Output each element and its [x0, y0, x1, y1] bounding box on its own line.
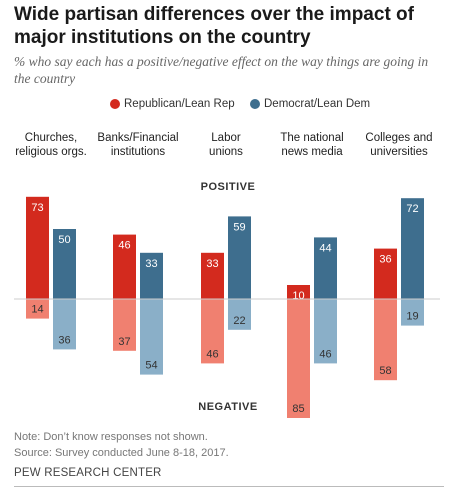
chart-title: Wide partisan differences over the impac… [14, 4, 414, 48]
legend-label-democrat: Democrat/Lean Dem [264, 98, 371, 110]
category-label: universities [370, 146, 428, 158]
bar-democrat-negative [140, 299, 163, 375]
data-label-democrat-negative: 19 [406, 311, 418, 323]
bar-republican-negative [287, 299, 310, 418]
data-label-republican-negative: 46 [206, 348, 218, 360]
chart-note: Note: Don’t know responses not shown. [14, 431, 208, 443]
bar-republican-positive [26, 196, 49, 299]
bar-democrat-negative [314, 299, 337, 364]
legend-swatch-democrat [250, 99, 260, 109]
category-label: Churches, [25, 132, 77, 144]
category-label: The national [280, 132, 343, 144]
data-label-republican-positive: 36 [379, 254, 391, 266]
data-label-republican-positive: 46 [118, 240, 130, 252]
bar-democrat-positive [140, 252, 163, 299]
data-label-republican-positive: 73 [31, 202, 43, 214]
legend-item-republican: Republican/Lean Rep [110, 98, 235, 110]
data-label-democrat-positive: 50 [58, 234, 70, 246]
legend-swatch-republican [110, 99, 120, 109]
data-label-democrat-positive: 44 [319, 242, 331, 254]
bar-republican-positive [113, 234, 136, 299]
data-label-democrat-positive: 72 [406, 203, 418, 215]
category-label: Banks/Financial [97, 132, 178, 144]
bar-democrat-positive [228, 216, 251, 299]
chart-source: Source: Survey conducted June 8-18, 2017… [14, 447, 229, 459]
bar-republican-negative [201, 299, 224, 364]
bar-democrat-positive [314, 237, 337, 299]
data-label-democrat-negative: 36 [58, 334, 70, 346]
data-label-republican-negative: 14 [31, 304, 43, 316]
data-label-republican-negative: 85 [292, 403, 304, 415]
bar-democrat-negative [228, 299, 251, 330]
bar-republican-negative [113, 299, 136, 351]
bar-democrat-positive [53, 229, 76, 299]
data-label-democrat-positive: 59 [233, 221, 245, 233]
data-label-democrat-positive: 33 [145, 258, 157, 270]
bar-democrat-positive [401, 198, 424, 299]
bottom-rule [14, 486, 444, 487]
bar-republican-positive [201, 252, 224, 299]
legend: Republican/Lean Rep Democrat/Lean Dem [0, 98, 457, 114]
data-label-democrat-negative: 46 [319, 348, 331, 360]
category-label: religious orgs. [15, 146, 87, 158]
positive-label: POSITIVE [201, 181, 256, 193]
bar-republican-negative [26, 299, 49, 319]
category-label: unions [209, 146, 243, 158]
data-label-republican-negative: 37 [118, 336, 130, 348]
negative-label: NEGATIVE [198, 401, 257, 413]
chart-subtitle: % who say each has a positive/negative e… [14, 54, 429, 86]
data-label-democrat-negative: 22 [233, 315, 245, 327]
bar-democrat-negative [53, 299, 76, 350]
category-label: news media [281, 146, 343, 158]
legend-label-republican: Republican/Lean Rep [124, 98, 235, 110]
bar-republican-positive [374, 248, 397, 299]
data-label-democrat-negative: 54 [145, 360, 157, 372]
category-label: institutions [111, 146, 166, 158]
category-label: Labor [211, 132, 241, 144]
organization-name: PEW RESEARCH CENTER [14, 467, 162, 479]
data-label-republican-positive: 33 [206, 258, 218, 270]
legend-item-democrat: Democrat/Lean Dem [250, 98, 370, 110]
bar-republican-positive [287, 285, 310, 299]
data-label-republican-negative: 58 [379, 365, 391, 377]
bar-democrat-negative [401, 299, 424, 326]
category-label: Colleges and [365, 132, 432, 144]
bar-republican-negative [374, 299, 397, 381]
